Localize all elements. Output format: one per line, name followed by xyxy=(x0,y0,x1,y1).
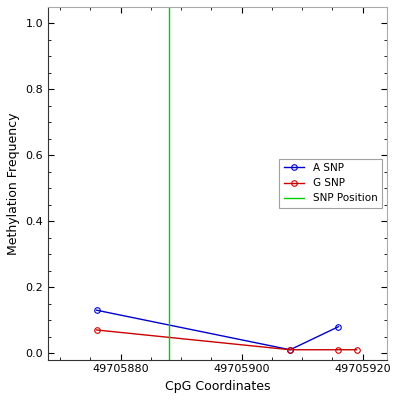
X-axis label: CpG Coordinates: CpG Coordinates xyxy=(165,380,270,393)
A SNP xyxy=(94,308,99,312)
A SNP xyxy=(288,347,292,352)
Legend: A SNP, G SNP, SNP Position: A SNP, G SNP, SNP Position xyxy=(280,159,382,208)
G SNP xyxy=(336,347,341,352)
G SNP xyxy=(94,328,99,332)
Line: G SNP: G SNP xyxy=(94,327,360,352)
Y-axis label: Methylation Frequency: Methylation Frequency xyxy=(7,112,20,254)
A SNP xyxy=(336,324,341,329)
G SNP xyxy=(354,347,359,352)
Line: A SNP: A SNP xyxy=(94,308,341,352)
G SNP xyxy=(288,347,292,352)
